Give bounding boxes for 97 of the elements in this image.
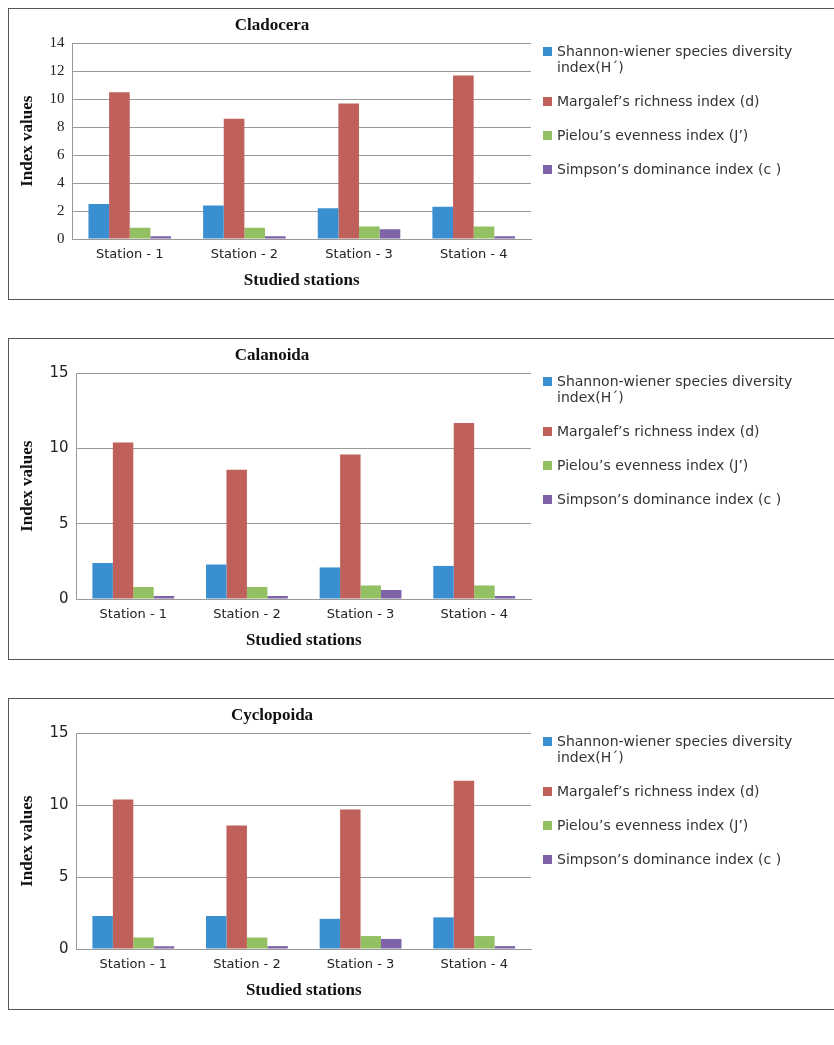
x-tick-label: Station - 2 — [210, 246, 279, 262]
y-axis-title: Index values — [16, 440, 36, 532]
x-tick-label: Station - 2 — [213, 956, 281, 972]
y-tick-label: 6 — [56, 146, 65, 163]
bar — [133, 586, 154, 599]
bar — [453, 423, 475, 599]
bar — [317, 208, 339, 239]
legend-label: Pielou’s evenness index (J’) — [557, 127, 749, 143]
bar — [474, 585, 495, 599]
bar — [319, 567, 341, 599]
legend-label: Pielou’s evenness index (J’) — [557, 817, 749, 833]
bar — [359, 226, 380, 239]
x-axis-title: Studied stations — [245, 630, 362, 650]
bar — [453, 75, 474, 239]
bar — [494, 595, 516, 599]
y-tick-label: 14 — [49, 34, 65, 51]
bar — [244, 227, 266, 239]
y-tick-label: 10 — [49, 438, 69, 457]
bar — [453, 780, 475, 949]
bar — [381, 589, 402, 599]
bar — [206, 915, 227, 949]
x-axis-title: Studied stations — [245, 980, 362, 1000]
x-tick-label: Station - 1 — [99, 956, 168, 972]
y-axis-title: Index values — [16, 795, 36, 887]
legend-label: Margalef’s richness index (d) — [557, 423, 760, 439]
bar — [340, 454, 361, 599]
bar — [246, 586, 268, 599]
bar — [206, 564, 227, 599]
legend-label: Margalef’s richness index (d) — [557, 783, 760, 799]
y-tick-label: 15 — [49, 723, 69, 742]
bar — [433, 565, 454, 599]
y-tick-label: 0 — [58, 588, 69, 607]
bar — [267, 595, 288, 599]
x-tick-label: Station - 4 — [439, 246, 508, 262]
y-tick-label: 0 — [56, 229, 65, 246]
chart-title: Cladocera — [234, 14, 310, 34]
y-tick-label: 8 — [56, 118, 65, 135]
bar — [494, 236, 515, 239]
chart-title: Calanoida — [234, 344, 310, 364]
bar — [92, 915, 113, 949]
bar — [379, 229, 401, 239]
x-tick-label: Station - 3 — [326, 606, 395, 622]
x-tick-label: Station - 3 — [325, 246, 393, 262]
x-tick-label: Station - 4 — [440, 606, 508, 622]
bar — [246, 937, 268, 949]
bar — [129, 227, 151, 239]
y-tick-label: 10 — [49, 90, 65, 107]
bar — [433, 917, 454, 949]
bar — [381, 938, 402, 949]
bar — [319, 918, 341, 949]
y-tick-label: 0 — [58, 938, 69, 957]
bar — [153, 946, 175, 949]
x-tick-label: Station - 2 — [213, 606, 281, 622]
x-tick-label: Station - 1 — [99, 606, 168, 622]
y-axis-title: Index values — [16, 95, 36, 187]
y-tick-label: 12 — [49, 62, 65, 79]
bar — [92, 562, 113, 599]
bar — [223, 118, 245, 239]
y-tick-label: 15 — [49, 363, 69, 382]
bar — [153, 595, 175, 599]
legend-label: Simpson’s dominance index (c ) — [557, 491, 782, 507]
bar — [473, 226, 495, 239]
bar — [109, 92, 130, 239]
legend-label: Shannon-wiener species diversity index(H´) — [557, 373, 794, 405]
bar — [340, 809, 361, 949]
chart-title: Cyclopoida — [230, 704, 314, 724]
y-tick-label: 4 — [56, 174, 65, 191]
legend-label: Pielou’s evenness index (J’) — [557, 457, 749, 473]
x-tick-label: Station - 3 — [326, 956, 395, 972]
y-tick-label: 5 — [58, 867, 69, 886]
bar — [203, 205, 224, 239]
legend-label: Shannon-wiener species diversity index(H´) — [557, 43, 794, 75]
legend-label: Margalef’s richness index (d) — [557, 93, 760, 109]
bar — [150, 236, 171, 239]
bar — [474, 936, 495, 949]
y-tick-label: 2 — [56, 201, 65, 218]
bar — [133, 937, 154, 949]
bar — [226, 469, 247, 599]
bar — [112, 799, 134, 949]
bar — [267, 946, 288, 949]
y-tick-label: 5 — [58, 513, 69, 532]
y-tick-label: 10 — [49, 795, 69, 814]
bar — [494, 946, 516, 949]
bar — [338, 103, 360, 239]
legend-label: Simpson’s dominance index (c ) — [557, 851, 782, 867]
bar — [360, 585, 382, 599]
x-tick-label: Station - 4 — [440, 956, 508, 972]
legend-label: Shannon-wiener species diversity index(H´) — [557, 733, 794, 765]
bar — [112, 442, 134, 599]
bar — [432, 206, 454, 239]
bar — [226, 825, 247, 949]
bar — [265, 236, 286, 239]
bar — [88, 204, 110, 239]
legend-label: Simpson’s dominance index (c ) — [557, 161, 782, 177]
bar — [360, 936, 382, 949]
x-tick-label: Station - 1 — [96, 246, 164, 262]
x-axis-title: Studied stations — [243, 270, 360, 290]
